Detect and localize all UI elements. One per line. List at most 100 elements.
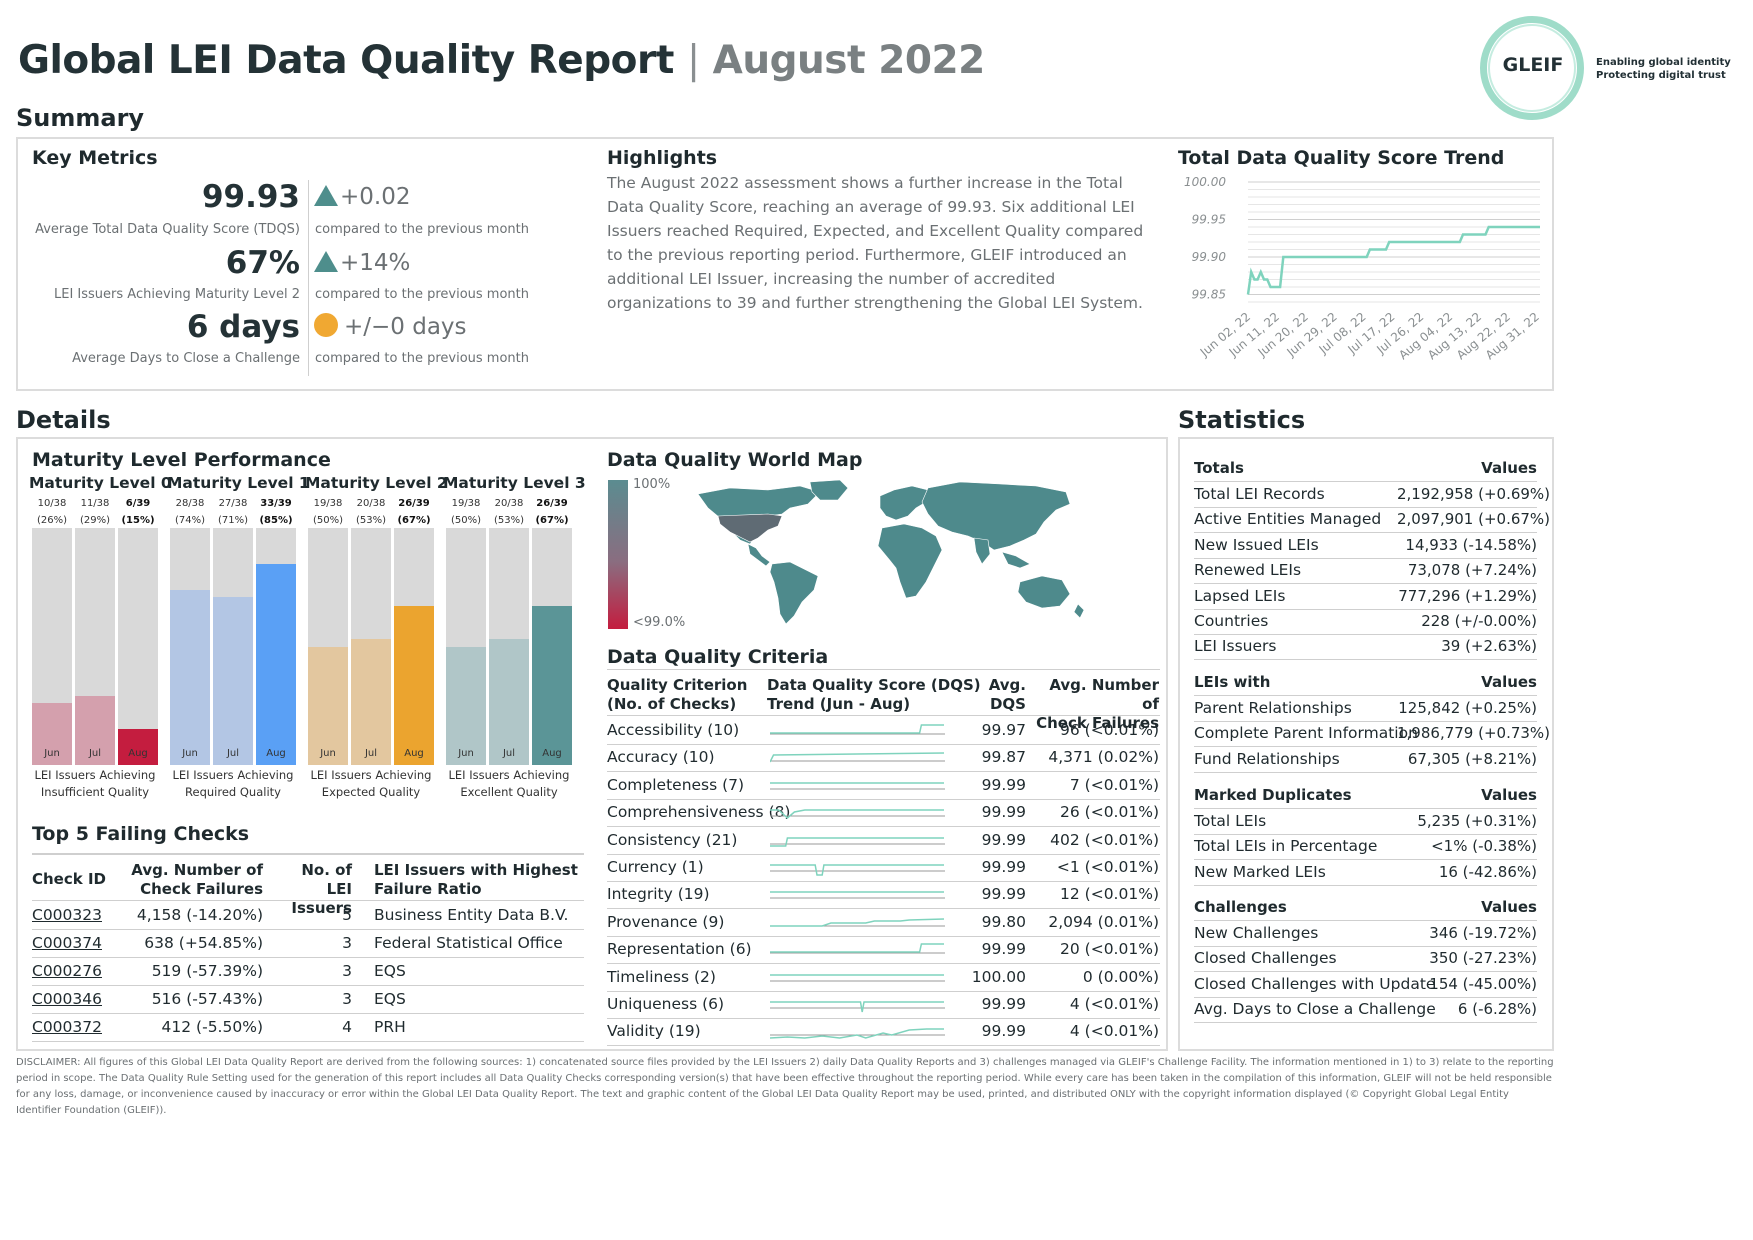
statistics-row	[1194, 861, 1537, 886]
criteria-sparkline	[770, 1001, 945, 1013]
key-metrics-divider	[308, 180, 309, 376]
criteria-row	[607, 937, 1160, 965]
logo-ring	[1480, 16, 1584, 120]
maturity-percent: (29%)	[79, 515, 111, 526]
maturity-fraction: 33/39	[260, 498, 292, 509]
check-issuer-count: 5	[342, 906, 352, 924]
maturity-bar-month: Jun	[44, 748, 60, 759]
map-europe	[879, 485, 929, 521]
statistics-row	[1194, 998, 1537, 1024]
statistics-label: Total LEI Records	[1194, 485, 1325, 503]
maturity-bar-month: Jul	[226, 748, 240, 759]
criteria-failures: 26 (<0.01%)	[1060, 803, 1159, 822]
criteria-col-trend-line-1: Data Quality Score (DQS)	[767, 676, 981, 694]
metric-compare-text: compared to the previous month	[315, 351, 529, 366]
criteria-col-failures: Avg. Number of Check Failures	[1030, 676, 1159, 733]
failing-checks-title: Top 5 Failing Checks	[32, 823, 250, 845]
metric-delta-value: +/−0 days	[344, 314, 467, 340]
maturity-bar-month: Jul	[502, 748, 516, 759]
map-scale-top-label: 100%	[633, 477, 671, 492]
criteria-sparkline	[770, 836, 945, 847]
criteria-col-criterion: Quality Criterion (No. of Checks)	[607, 676, 747, 714]
failing-col-failures-line-1: Avg. Number of	[131, 861, 263, 879]
failing-col-issuers-line-2: LEI Issuers	[291, 880, 352, 917]
statistics-value: <1% (-0.38%)	[1431, 837, 1537, 856]
criteria-sparkline	[770, 891, 945, 899]
maturity-bar-month: Aug	[128, 748, 148, 759]
criteria-sparkline	[770, 724, 945, 735]
criteria-sparkline	[770, 809, 945, 820]
statistics-label: Total LEIs in Percentage	[1194, 837, 1378, 856]
maturity-bar	[351, 639, 391, 765]
maturity-bar	[446, 646, 486, 765]
statistics-value: 346 (-19.72%)	[1429, 924, 1537, 942]
report-title-main: Global LEI Data Quality Report	[18, 38, 674, 83]
check-id-link[interactable]: C000372	[32, 1018, 102, 1036]
maturity-bar-month: Aug	[266, 748, 286, 759]
metric-delta: +/−0 days	[314, 313, 467, 340]
metric-delta-value: +14%	[340, 250, 411, 276]
failing-col-failures-line-2: Check Failures	[140, 880, 263, 898]
map-south-america	[769, 561, 819, 625]
map-southeast-asia	[1001, 551, 1031, 569]
maturity-percent: (74%)	[174, 515, 206, 526]
maturity-percent: (85%)	[259, 515, 293, 526]
report-title-separator: |	[686, 38, 700, 83]
criteria-sparkline	[770, 918, 945, 927]
check-id-link[interactable]: C000323	[32, 906, 102, 924]
statistics-label: Lapsed LEIs	[1194, 586, 1286, 605]
criteria-sparkline	[770, 1028, 945, 1040]
maturity-percent: (67%)	[535, 515, 569, 526]
check-highest-issuer: EQS	[374, 962, 406, 980]
check-id-link[interactable]: C000276	[32, 962, 102, 980]
check-issuer-count: 3	[342, 962, 352, 980]
criteria-failures: 4,371 (0.02%)	[1048, 748, 1159, 767]
check-failures: 516 (-57.43%)	[151, 990, 263, 1008]
maturity-fraction: 19/38	[451, 498, 481, 509]
maturity-level-caption: LEI Issuers Achieving Required Quality	[172, 768, 294, 799]
trend-y-tick-label: 99.90	[1192, 250, 1227, 264]
sparkline-line	[770, 752, 945, 763]
check-id-link[interactable]: C000374	[32, 934, 102, 952]
statistics-row	[1194, 922, 1537, 947]
statistics-row	[1194, 947, 1537, 973]
criteria-title-rule	[607, 669, 1160, 670]
trend-y-tick-label: 100.00	[1184, 175, 1226, 189]
sparkline-line	[770, 836, 944, 847]
statistics-head-rule	[1194, 695, 1537, 696]
statistics-group-head: LEIs with	[1194, 673, 1271, 691]
maturity-bar	[308, 646, 348, 765]
failing-row	[32, 1014, 584, 1042]
criteria-row	[607, 745, 1160, 773]
trend-y-tick-label: 99.85	[1192, 288, 1226, 302]
check-highest-issuer: Federal Statistical Office	[374, 934, 563, 952]
criteria-row	[607, 910, 1160, 937]
statistics-values-head: Values	[1481, 898, 1537, 916]
statistics-row	[1194, 722, 1537, 748]
maturity-percent: (50%)	[450, 515, 482, 526]
criteria-col-avg-dqs-line-1: Avg.	[988, 676, 1026, 694]
maturity-fraction: 20/38	[356, 498, 386, 509]
criteria-failures: 2,094 (0.01%)	[1048, 912, 1159, 931]
criteria-name: Completeness (7)	[607, 775, 745, 794]
check-id-link[interactable]: C000346	[32, 990, 102, 1008]
maturity-bar	[394, 606, 434, 765]
highlights-title: Highlights	[607, 147, 718, 169]
maturity-percent: (26%)	[36, 515, 68, 526]
statistics-label: New Marked LEIs	[1194, 862, 1326, 881]
maturity-bar	[75, 696, 115, 765]
statistics-value: 6 (-6.28%)	[1457, 1000, 1537, 1019]
criteria-avg-dqs: 99.99	[981, 1022, 1026, 1041]
highlights-text: The August 2022 assessment shows a furth…	[607, 174, 1144, 312]
maturity-percent: (53%)	[493, 515, 525, 526]
maturity-bar	[170, 589, 210, 765]
criteria-row	[607, 718, 1160, 745]
maturity-bar	[489, 639, 529, 765]
maturity-bar-month: Jul	[364, 748, 378, 759]
maturity-bar	[118, 729, 158, 765]
statistics-value: 5,235 (+0.31%)	[1417, 812, 1537, 830]
maturity-percent: (15%)	[121, 515, 155, 526]
criteria-col-avg-dqs: Avg. DQS	[950, 676, 1026, 714]
failing-row	[32, 958, 584, 986]
criteria-sparkline	[770, 782, 945, 790]
